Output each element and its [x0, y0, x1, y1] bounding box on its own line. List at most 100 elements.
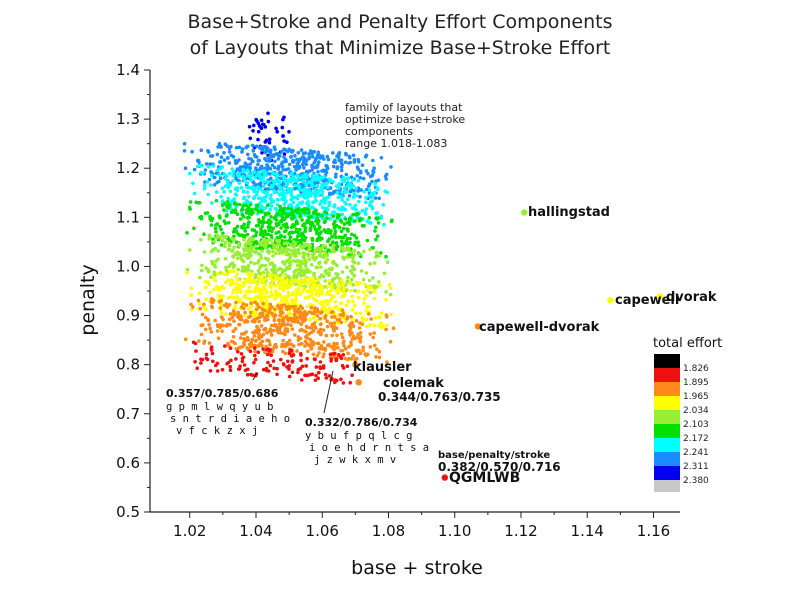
- cloud-point: [308, 337, 313, 342]
- cloud-point: [252, 279, 257, 284]
- cloud-point: [334, 172, 338, 177]
- cloud-point: [305, 290, 310, 294]
- cloud-point: [297, 175, 302, 180]
- cloud-point: [374, 211, 379, 216]
- cloud-point: [347, 217, 352, 221]
- cloud-point: [191, 305, 195, 309]
- cloud-point: [285, 278, 290, 283]
- cloud-point: [343, 346, 348, 351]
- cloud-point: [372, 331, 377, 335]
- cloud-point: [293, 154, 297, 158]
- left-layout-row-2: s n t r d i a e h o: [170, 413, 290, 425]
- cloud-point: [220, 238, 225, 243]
- cloud-point: [333, 300, 338, 304]
- cloud-point: [234, 357, 238, 361]
- cloud-point: [303, 309, 307, 314]
- cloud-point: [309, 263, 314, 267]
- cloud-point: [277, 181, 282, 185]
- cloud-point: [280, 344, 284, 349]
- cloud-point: [334, 235, 338, 239]
- cloud-point: [292, 178, 297, 183]
- cloud-point: [280, 174, 285, 179]
- cloud-point: [313, 324, 317, 329]
- cloud-point: [210, 261, 215, 266]
- cloud-point: [280, 125, 285, 130]
- cloud-point: [202, 250, 207, 254]
- cloud-point: [202, 302, 206, 307]
- cloud-point: [273, 159, 277, 164]
- cloud-point: [327, 292, 332, 297]
- cloud-point: [332, 226, 337, 230]
- cloud-point: [264, 314, 269, 318]
- cloud-point: [287, 257, 292, 262]
- cloud-point: [295, 263, 300, 268]
- cloud-point: [340, 335, 345, 340]
- cloud-point: [235, 224, 240, 229]
- cloud-point: [226, 341, 230, 346]
- cloud-point: [258, 187, 262, 191]
- cloud-point: [299, 353, 303, 357]
- cloud-point: [217, 300, 222, 304]
- cloud-point: [231, 329, 236, 334]
- point-hallingstad: [521, 209, 528, 216]
- legend-swatch-1: [654, 368, 680, 382]
- cloud-point: [344, 303, 349, 308]
- cloud-point: [287, 232, 291, 236]
- cloud-point: [255, 173, 259, 177]
- cloud-point: [197, 339, 201, 343]
- cloud-point: [312, 181, 317, 185]
- cloud-point: [298, 292, 303, 297]
- cloud-point: [258, 287, 263, 292]
- cloud-point: [216, 272, 220, 276]
- cloud-point: [299, 193, 303, 198]
- cloud-point: [293, 304, 298, 309]
- cloud-point: [310, 205, 315, 209]
- cloud-point: [268, 151, 273, 155]
- cloud-point: [197, 301, 202, 306]
- cloud-point: [359, 188, 363, 192]
- cloud-point: [322, 308, 327, 313]
- cloud-point: [227, 146, 232, 151]
- cloud-point: [196, 298, 201, 303]
- cloud-point: [332, 190, 336, 195]
- cloud-point: [270, 305, 274, 309]
- cloud-point: [377, 355, 382, 360]
- cloud-point: [335, 342, 340, 346]
- cloud-point: [352, 249, 357, 253]
- cloud-point: [300, 313, 305, 318]
- cloud-point: [236, 367, 241, 371]
- cloud-point: [274, 217, 278, 221]
- cloud-point: [219, 311, 224, 315]
- cloud-point: [359, 217, 364, 221]
- cloud-point: [248, 310, 253, 315]
- cloud-point: [209, 330, 214, 334]
- cloud-point: [252, 123, 256, 128]
- cloud-point: [254, 117, 258, 122]
- cloud-point: [240, 150, 244, 154]
- cloud-point: [367, 188, 372, 192]
- cloud-point: [219, 194, 223, 199]
- cloud-point: [252, 334, 257, 338]
- cloud-point: [303, 288, 307, 292]
- cloud-point: [316, 193, 321, 197]
- cloud-point: [250, 228, 255, 232]
- cloud-point: [202, 232, 206, 236]
- legend-swatch-2: [654, 382, 680, 396]
- cloud-point: [293, 195, 297, 200]
- cloud-point: [276, 198, 280, 202]
- cloud-point: [316, 220, 320, 224]
- cloud-point: [335, 190, 340, 195]
- cloud-point: [267, 308, 272, 313]
- cloud-point: [285, 301, 289, 306]
- x-axis-label: base + stroke: [351, 557, 483, 579]
- cloud-point: [199, 361, 203, 365]
- cloud-point: [266, 180, 270, 184]
- cloud-point: [315, 314, 320, 318]
- cloud-point: [257, 182, 261, 187]
- cloud-point: [282, 241, 287, 246]
- cloud-point: [356, 189, 360, 193]
- cloud-point: [225, 209, 229, 213]
- cloud-point: [337, 317, 342, 322]
- cloud-point: [243, 165, 248, 169]
- cloud-point: [263, 206, 268, 210]
